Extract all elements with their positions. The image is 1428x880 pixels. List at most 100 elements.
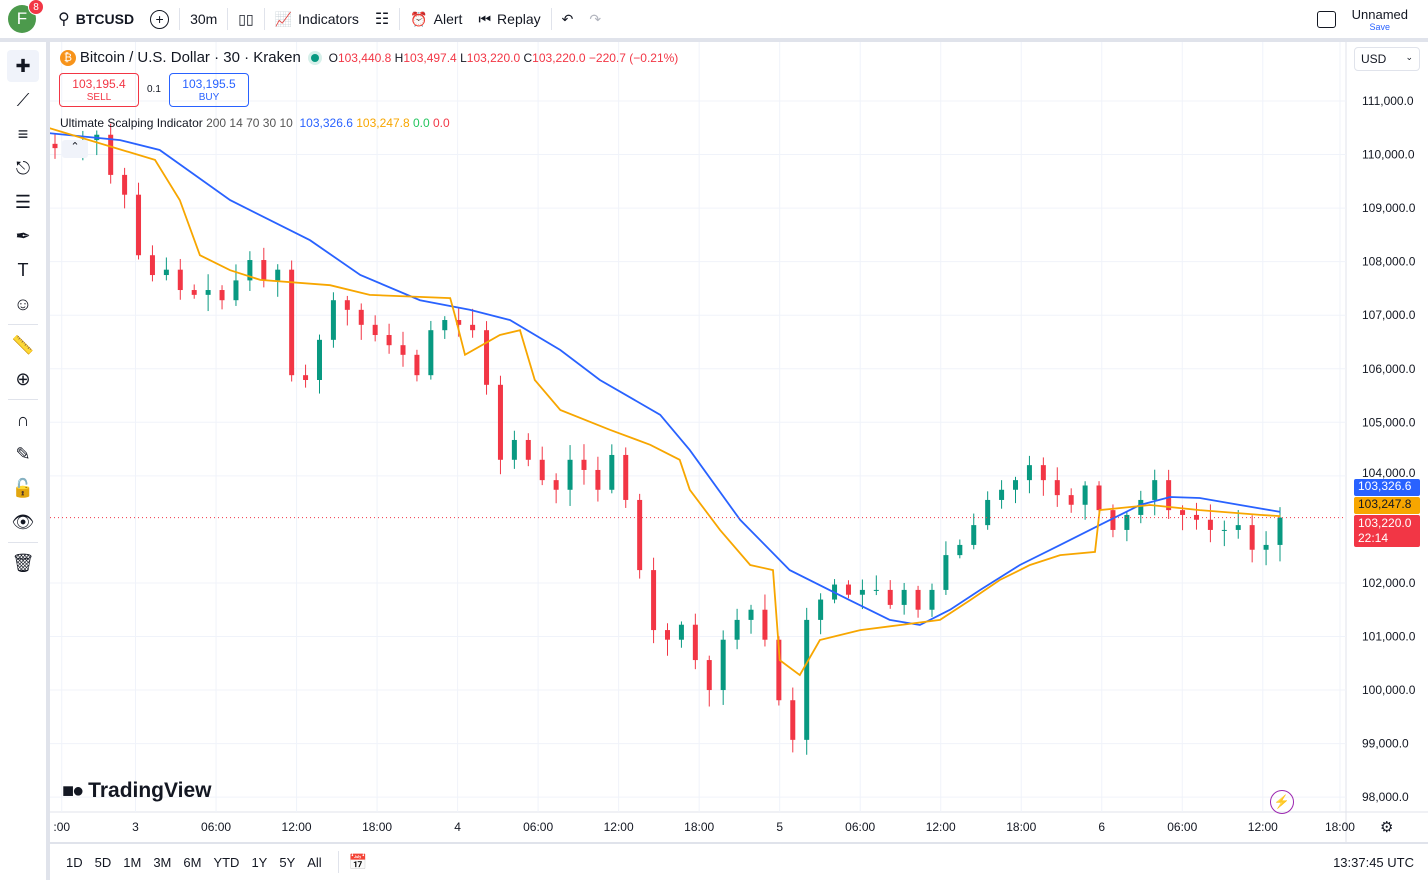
brush-tool[interactable]: ✒ — [7, 220, 39, 252]
interval-button[interactable]: 30m — [190, 11, 218, 27]
candle-body — [1040, 465, 1046, 481]
alert-button[interactable]: ⏰ Alert — [410, 10, 463, 28]
candle-body — [456, 320, 462, 325]
candle-body — [539, 459, 545, 481]
candle-body — [1152, 480, 1158, 500]
candle-body — [567, 459, 573, 490]
candle-body — [275, 269, 281, 281]
candle-body — [734, 619, 740, 640]
fib-tool[interactable]: ≡ — [7, 118, 39, 150]
price-scale — [1346, 42, 1428, 842]
forecast-tool[interactable]: ☰ — [7, 186, 39, 218]
y-tick-label: 99,000.0 — [1362, 737, 1409, 751]
layout-name-button[interactable]: Unnamed Save — [1351, 6, 1408, 32]
grid-icon: ☷ — [374, 11, 390, 28]
range-6m[interactable]: 6M — [183, 854, 202, 870]
indicator-legend[interactable]: Ultimate Scalping Indicator 200 14 70 30… — [60, 116, 450, 130]
trash-icon: 🗑 — [11, 552, 35, 573]
candle-body — [720, 639, 726, 691]
calendar-goto-icon[interactable]: 📅 — [348, 854, 368, 871]
candle-body — [971, 525, 977, 545]
candle-body — [595, 469, 601, 490]
candle-body — [52, 143, 58, 149]
alarm-clock-icon: ⏰ — [410, 10, 428, 27]
symbol-search-button[interactable]: ⚲ BTCUSD — [58, 11, 135, 28]
trendline-tool[interactable]: ⟋ — [7, 84, 39, 116]
crosshair-tool[interactable]: ✚ — [7, 50, 39, 82]
tradingview-watermark[interactable]: ■● TradingView — [62, 779, 212, 802]
templates-button[interactable]: ☷ — [367, 0, 397, 38]
candle-body — [957, 544, 963, 556]
divider — [8, 324, 38, 325]
currency-select[interactable]: USD ⌄ — [1354, 47, 1420, 71]
candle-body — [497, 384, 503, 460]
x-tick-label: 4 — [454, 820, 461, 834]
lock-tool[interactable]: 🔓 — [7, 472, 39, 504]
measure-tool[interactable]: 📏 — [7, 329, 39, 361]
forecast-icon: ☰ — [14, 191, 32, 212]
chart-type-button[interactable]: ▯▯ — [230, 0, 261, 38]
x-tick-label: 12:00 — [1248, 820, 1278, 834]
candle-body — [943, 555, 949, 590]
compare-symbol-button[interactable]: + — [142, 0, 177, 38]
redo-button[interactable]: ↷ — [581, 0, 609, 38]
candle-body — [637, 499, 643, 571]
spread-value: 0.1 — [147, 84, 161, 95]
sell-button[interactable]: 103,195.4 SELL — [59, 73, 139, 107]
stay-drawing-tool[interactable]: ✎ — [7, 438, 39, 470]
candle-body — [901, 589, 907, 605]
candle-body — [386, 335, 392, 346]
blue-line-price-label: 103,326.6 — [1354, 479, 1420, 496]
divider — [179, 8, 181, 30]
indicators-button[interactable]: 📈 Indicators — [274, 10, 359, 28]
undo-button[interactable]: ↶ — [554, 0, 582, 38]
buy-button[interactable]: 103,195.5 BUY — [169, 73, 249, 107]
x-tick-label: 12:00 — [604, 820, 634, 834]
candle-body — [428, 330, 434, 376]
range-3m[interactable]: 3M — [153, 854, 172, 870]
ruler-icon: 📏 — [11, 334, 35, 355]
candle-body — [553, 480, 559, 490]
range-1y[interactable]: 1Y — [251, 854, 268, 870]
range-all[interactable]: All — [307, 854, 322, 870]
magnet-tool[interactable]: ∩ — [7, 404, 39, 436]
delete-tool[interactable]: 🗑 — [7, 547, 39, 579]
range-ytd[interactable]: YTD — [213, 854, 240, 870]
undo-icon: ↶ — [561, 10, 574, 27]
hide-tool[interactable]: 👁 — [7, 506, 39, 538]
candle-body — [1180, 510, 1186, 515]
lightning-icon[interactable]: ⚡ — [1270, 790, 1294, 814]
indicator-line-orange — [50, 127, 1281, 677]
pattern-tool[interactable]: ⎋ — [7, 152, 39, 184]
zoom-tool[interactable]: ⊕ — [7, 363, 39, 395]
x-tick-label: :00 — [53, 820, 70, 834]
chart-settings-gear-icon[interactable]: ⚙ — [1380, 819, 1394, 836]
layout-toggle-button[interactable] — [1309, 0, 1344, 38]
candle-body — [1026, 465, 1032, 481]
candle-body — [748, 609, 754, 620]
y-tick-label: 104,000.0 — [1362, 466, 1416, 480]
price-chart[interactable]: 111,000.0 110,000.0 109,000.0 108,000.0 107,… — [50, 42, 1428, 842]
candle-body — [344, 300, 350, 310]
candle-body — [316, 339, 322, 380]
y-tick-label: 100,000.0 — [1362, 683, 1416, 697]
collapse-legend-button[interactable]: ⌃ — [62, 140, 88, 158]
square-icon — [1316, 10, 1336, 28]
range-5y[interactable]: 5Y — [279, 854, 296, 870]
range-1m[interactable]: 1M — [123, 854, 142, 870]
utc-clock[interactable]: 13:37:45 UTC — [1333, 854, 1414, 870]
range-selector: 1D 5D 1M 3M 6M YTD 1Y 5Y All — [60, 855, 328, 870]
candle-body — [1124, 514, 1130, 530]
text-tool[interactable]: T — [7, 254, 39, 286]
icon-tool[interactable]: ☺ — [7, 288, 39, 320]
x-tick-label: 12:00 — [282, 820, 312, 834]
range-5d[interactable]: 5D — [94, 854, 112, 870]
candle-body — [665, 630, 670, 640]
replay-button[interactable]: ⏮ Replay — [478, 10, 541, 28]
x-tick-label: 18:00 — [684, 820, 714, 834]
chart-pane[interactable]: 111,000.0 110,000.0 109,000.0 108,000.0 107,… — [50, 42, 1428, 842]
symbol-title[interactable]: Bitcoin / U.S. Dollar · 30 · Kraken — [79, 49, 301, 66]
notification-badge: 8 — [28, 0, 44, 15]
range-1d[interactable]: 1D — [66, 854, 83, 870]
